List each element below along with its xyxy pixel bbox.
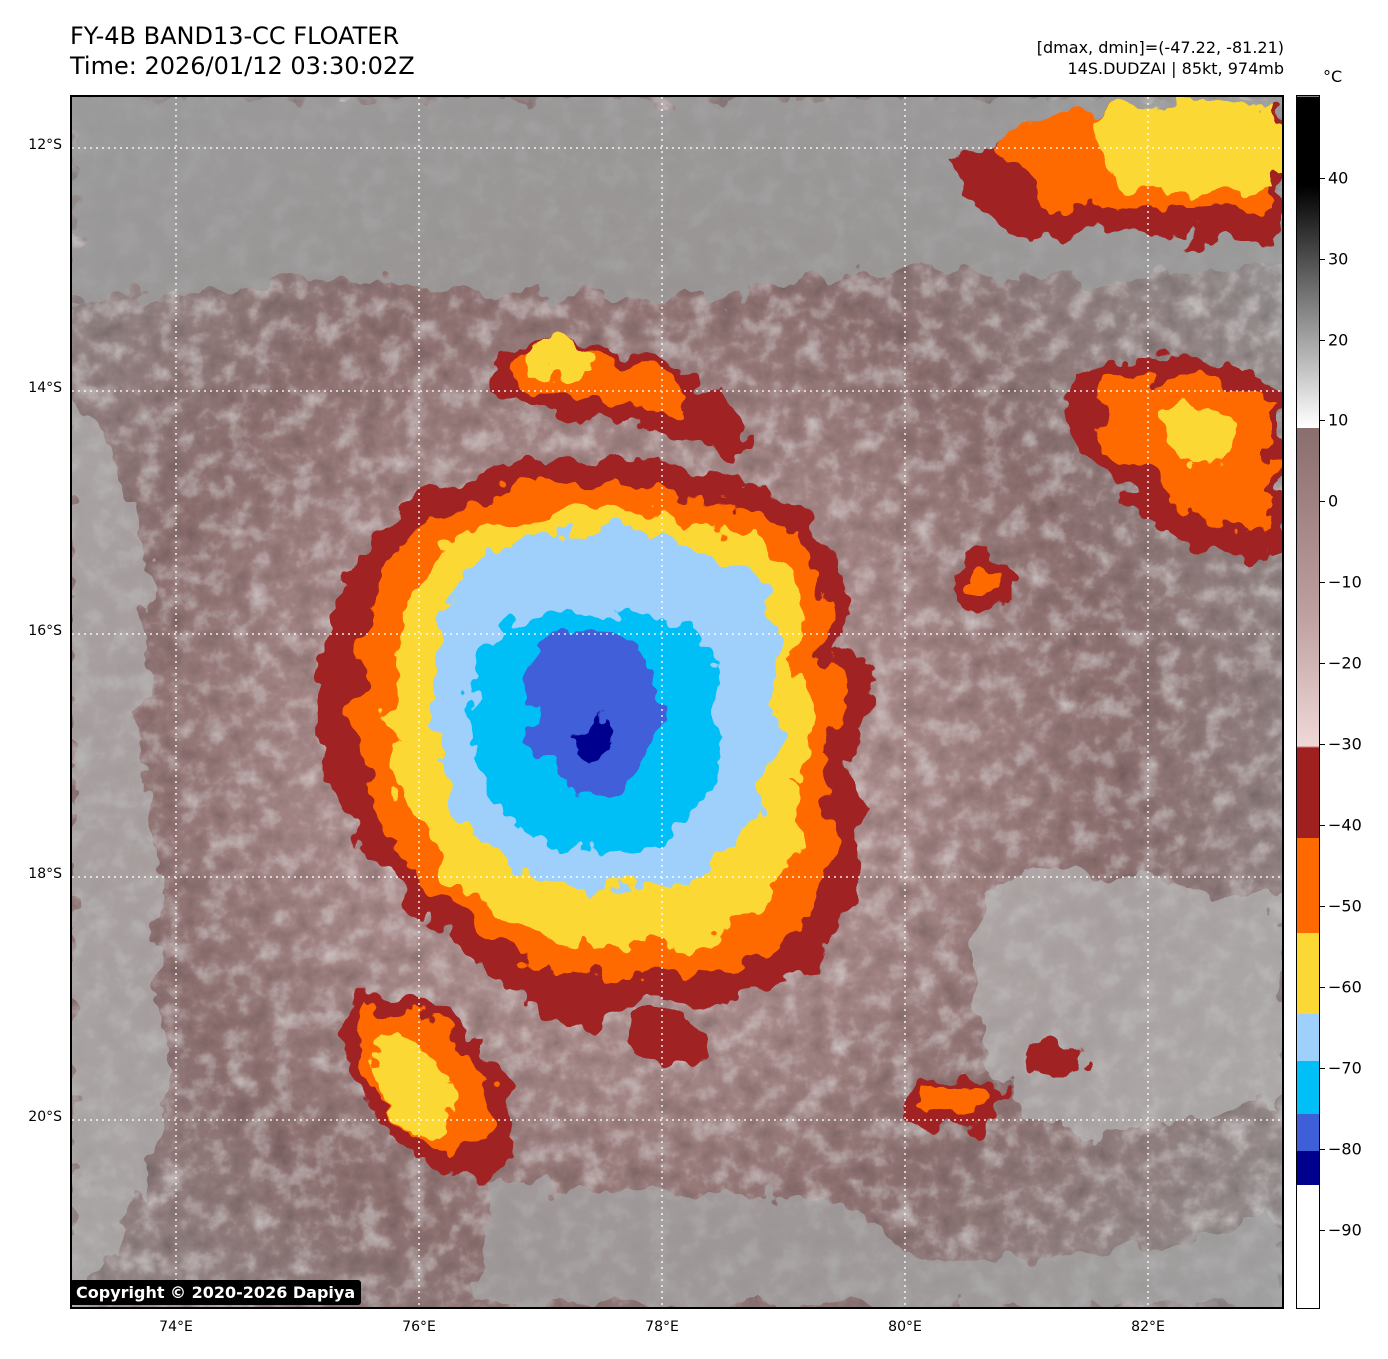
- lat-label-16s: 16°S: [28, 623, 62, 639]
- lon-label-80e: 80°E: [888, 1319, 922, 1335]
- colorbar-tick-10: 10: [1328, 410, 1349, 430]
- satellite-image: [70, 95, 1284, 1309]
- lat-label-14s: 14°S: [28, 380, 62, 396]
- storm-info: 14S.DUDZAI | 85kt, 974mb: [1067, 59, 1285, 78]
- chart-title: FY-4B BAND13-CC FLOATER: [70, 22, 400, 50]
- ir-imagery: [72, 97, 1282, 1307]
- rainband-north-top: [527, 342, 597, 378]
- temperature-range: [dmax, dmin]=(-47.22, -81.21): [1036, 38, 1284, 57]
- cloud-cluster-east-top: [1158, 403, 1233, 461]
- graticule: [72, 97, 1282, 1307]
- cell-east-small-core: [972, 570, 1001, 600]
- colorbar-tick-minus50: −50: [1328, 896, 1362, 916]
- colorbar: [1296, 95, 1320, 1309]
- lon-label-76e: 76°E: [402, 1319, 436, 1335]
- colorbar-tick-40: 40: [1328, 168, 1349, 188]
- colorbar-tick-minus70: −70: [1328, 1058, 1362, 1078]
- cdo-level-7: [574, 721, 621, 754]
- colorbar-tick-20: 20: [1328, 330, 1349, 350]
- cell-southeast-far: [1018, 1043, 1087, 1079]
- rainband-south-top: [371, 1036, 453, 1138]
- lat-label-18s: 18°S: [28, 866, 62, 882]
- colorbar-tick-minus40: −40: [1328, 815, 1362, 835]
- lat-label-20s: 20°S: [28, 1109, 62, 1125]
- lat-label-12s: 12°S: [28, 137, 62, 153]
- lon-label-82e: 82°E: [1131, 1319, 1165, 1335]
- colorbar-tick-minus60: −60: [1328, 977, 1362, 997]
- colorbar-tick-0: 0: [1328, 491, 1339, 511]
- colorbar-tick-minus30: −30: [1328, 734, 1362, 754]
- colorbar-tick-minus10: −10: [1328, 572, 1362, 592]
- clear-sky-left: [72, 397, 166, 1307]
- copyright-badge: Copyright © 2020-2026 Dapiya: [70, 1280, 362, 1305]
- cell-south-east-core: [920, 1079, 992, 1119]
- colorbar-tick-30: 30: [1328, 249, 1349, 269]
- colorbar-tick-minus90: −90: [1328, 1220, 1362, 1240]
- cell-feeder-south: [624, 1014, 712, 1066]
- timestamp: Time: 2026/01/12 03:30:02Z: [70, 52, 415, 80]
- cdo-level-6: [527, 631, 663, 797]
- clear-sky-bottom: [472, 1177, 1282, 1307]
- colorbar-tick-minus20: −20: [1328, 653, 1362, 673]
- colorbar-tick-minus80: −80: [1328, 1139, 1362, 1159]
- clear-sky-east: [973, 872, 1282, 1131]
- lon-label-78e: 78°E: [645, 1319, 679, 1335]
- colorbar-unit: °C: [1323, 67, 1343, 86]
- lon-label-74e: 74°E: [159, 1319, 193, 1335]
